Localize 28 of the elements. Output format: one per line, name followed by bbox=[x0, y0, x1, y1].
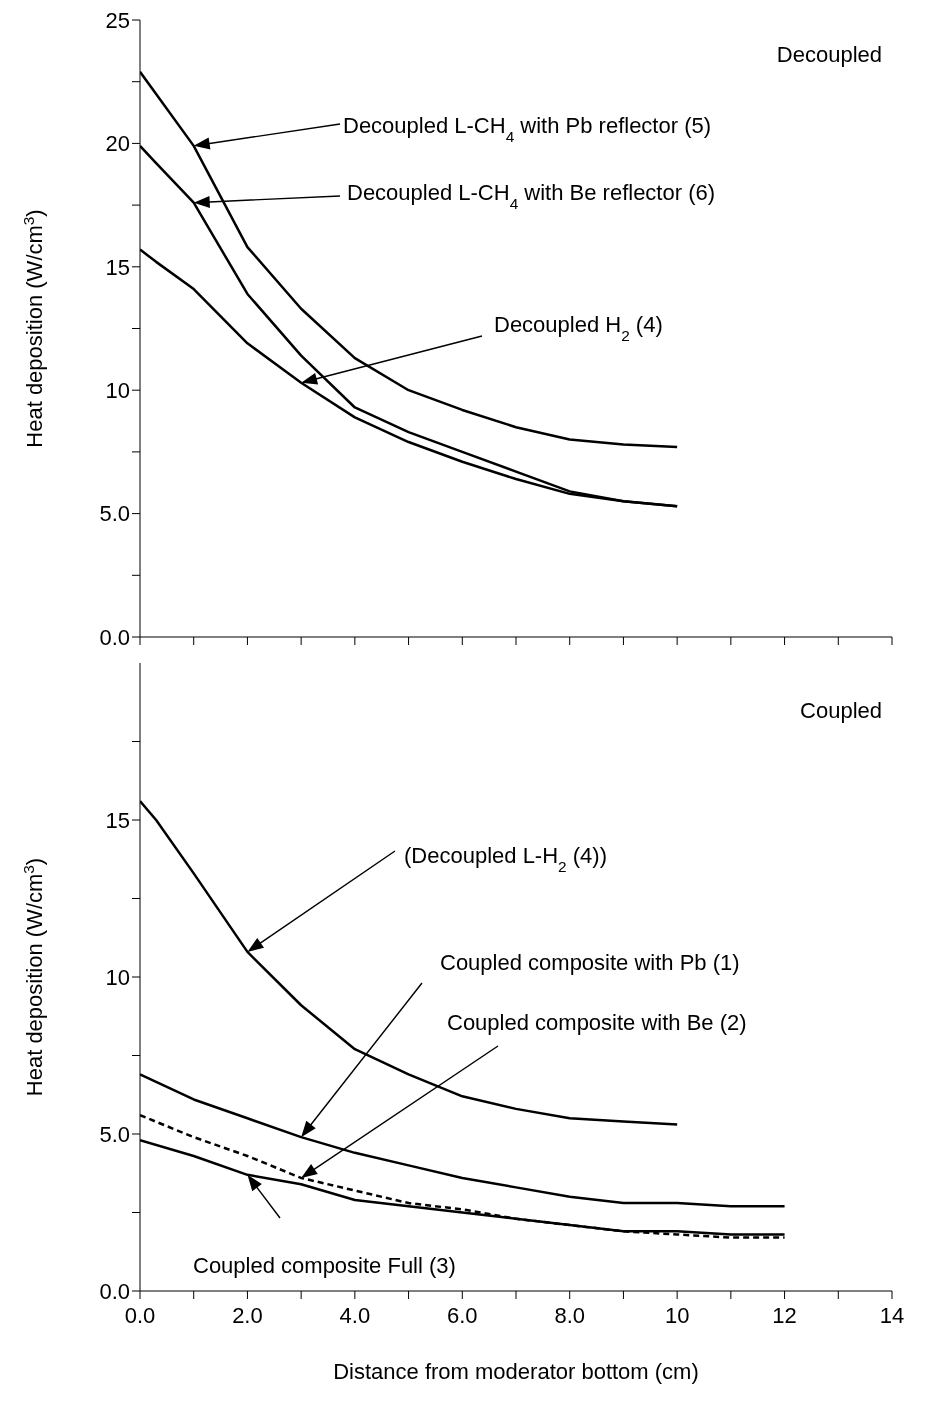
x-tick-label: 0.0 bbox=[124, 1302, 156, 1328]
annotation: Decoupled L-CH$_{4}$ with Be reflector (6) bbox=[347, 180, 716, 212]
x-tick-label: 12 bbox=[772, 1302, 797, 1328]
y-tick-label: 0.0 bbox=[99, 624, 130, 650]
x-axis-title: Distance from moderator bottom (cm) bbox=[333, 1359, 699, 1384]
y-tick-label: 10 bbox=[105, 378, 130, 404]
y-tick-label: 15 bbox=[105, 807, 130, 833]
annotation: (Decoupled L-H$_{2}$ (4)) bbox=[404, 843, 607, 875]
annotation: Coupled composite with Pb (1) bbox=[440, 950, 740, 975]
y-tick-label: 25 bbox=[105, 7, 130, 33]
x-tick-label: 8.0 bbox=[554, 1302, 586, 1328]
annotation: Coupled composite with Be (2) bbox=[447, 1010, 747, 1035]
x-tick-label: 6.0 bbox=[446, 1302, 478, 1328]
y-tick-label: 15 bbox=[105, 254, 130, 280]
annotation: Decoupled L-CH$_{4}$ with Pb reflector (5) bbox=[343, 113, 712, 145]
y-tick-label: 0.0 bbox=[99, 1278, 130, 1304]
annotation: Coupled bbox=[800, 698, 882, 723]
y-tick-label: 5.0 bbox=[99, 1121, 130, 1147]
annotation: Decoupled bbox=[776, 42, 882, 67]
y-tick-label: 20 bbox=[105, 131, 130, 157]
y-tick-label: 10 bbox=[105, 964, 130, 990]
annotation: Decoupled H$_{2}$ (4) bbox=[494, 312, 663, 344]
x-tick-label: 14 bbox=[879, 1302, 905, 1328]
x-tick-label: 10 bbox=[664, 1302, 690, 1328]
x-tick-label: 4.0 bbox=[339, 1302, 371, 1328]
y-tick-label: 5.0 bbox=[99, 501, 130, 527]
x-tick-label: 2.0 bbox=[232, 1302, 263, 1328]
annotation: Coupled composite Full (3) bbox=[193, 1253, 456, 1278]
